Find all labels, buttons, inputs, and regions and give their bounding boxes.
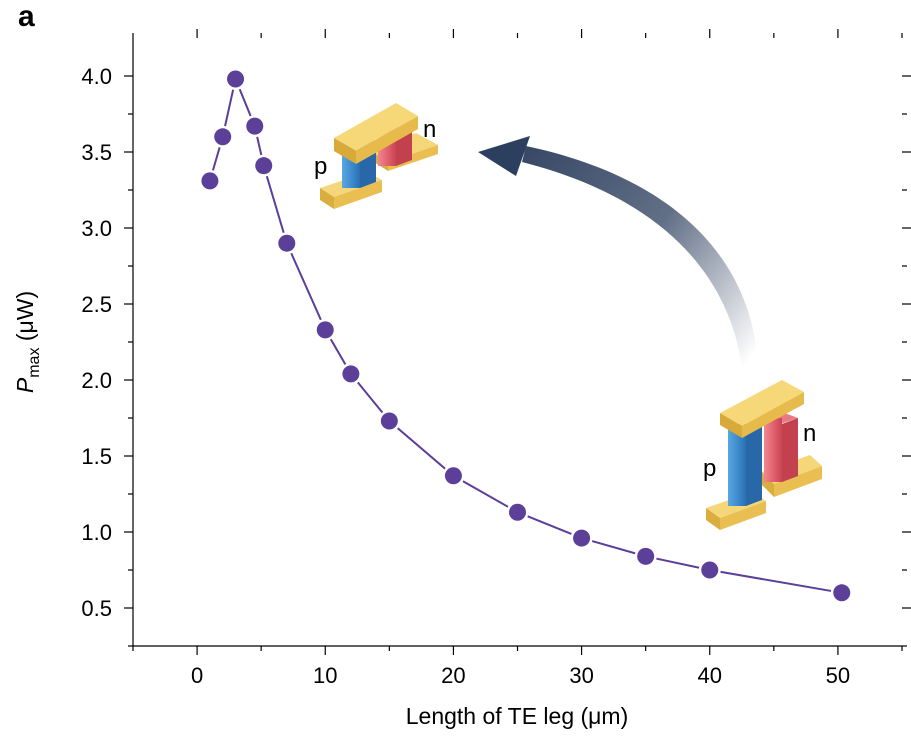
data-series [198, 68, 853, 604]
y-axis-title-unit: (μW) [12, 291, 38, 348]
x-axis-ticks: 0 10 20 30 40 50 [132, 29, 903, 688]
data-point [201, 172, 219, 190]
arrow-head [478, 136, 530, 176]
y-tick-label: 2.0 [81, 368, 112, 393]
data-point [573, 529, 591, 547]
x-tick-label: 20 [441, 663, 465, 688]
y-axis-ticks: 0.5 1.0 1.5 2.0 2.5 3.0 3.5 4.0 [81, 64, 911, 647]
y-tick-label: 2.5 [81, 292, 112, 317]
data-point [278, 234, 296, 252]
data-point [227, 70, 245, 88]
x-tick-label: 50 [826, 663, 850, 688]
data-point [833, 584, 851, 602]
short-n-label: n [423, 116, 436, 143]
y-tick-label: 4.0 [81, 64, 112, 89]
data-point [444, 467, 462, 485]
data-point [380, 412, 398, 430]
x-tick-label: 40 [698, 663, 722, 688]
y-tick-label: 0.5 [81, 596, 112, 621]
y-tick-label: 1.5 [81, 444, 112, 469]
svg-text:Pmax (μW): Pmax (μW) [12, 291, 43, 393]
short-p-label: p [314, 153, 327, 180]
data-point [255, 157, 273, 175]
long-n-label: n [803, 420, 816, 447]
transition-arrow [478, 136, 758, 366]
x-tick-label: 0 [191, 663, 203, 688]
y-tick-label: 1.0 [81, 520, 112, 545]
y-axis-title-main: P [12, 377, 38, 393]
data-point [316, 321, 334, 339]
x-axis-title: Length of TE leg (μm) [406, 703, 629, 729]
data-point [637, 547, 655, 565]
panel-label: a [18, 0, 35, 33]
data-point [342, 365, 360, 383]
data-point [246, 117, 264, 135]
y-tick-label: 3.5 [81, 140, 112, 165]
x-tick-label: 30 [569, 663, 593, 688]
x-tick-label: 10 [313, 663, 337, 688]
data-point [509, 503, 526, 521]
long-leg-device: p n [703, 380, 822, 530]
data-point [701, 561, 719, 579]
short-leg-device: p n [314, 103, 438, 209]
long-n-leg [764, 418, 782, 482]
long-p-leg [728, 424, 746, 506]
y-axis-title: Pmax (μW) [12, 291, 43, 393]
long-p-label: p [703, 455, 716, 482]
y-axis-title-sub: max [26, 348, 43, 378]
y-tick-label: 3.0 [81, 216, 112, 241]
arrow-shaft [522, 146, 758, 366]
data-point [214, 128, 232, 146]
